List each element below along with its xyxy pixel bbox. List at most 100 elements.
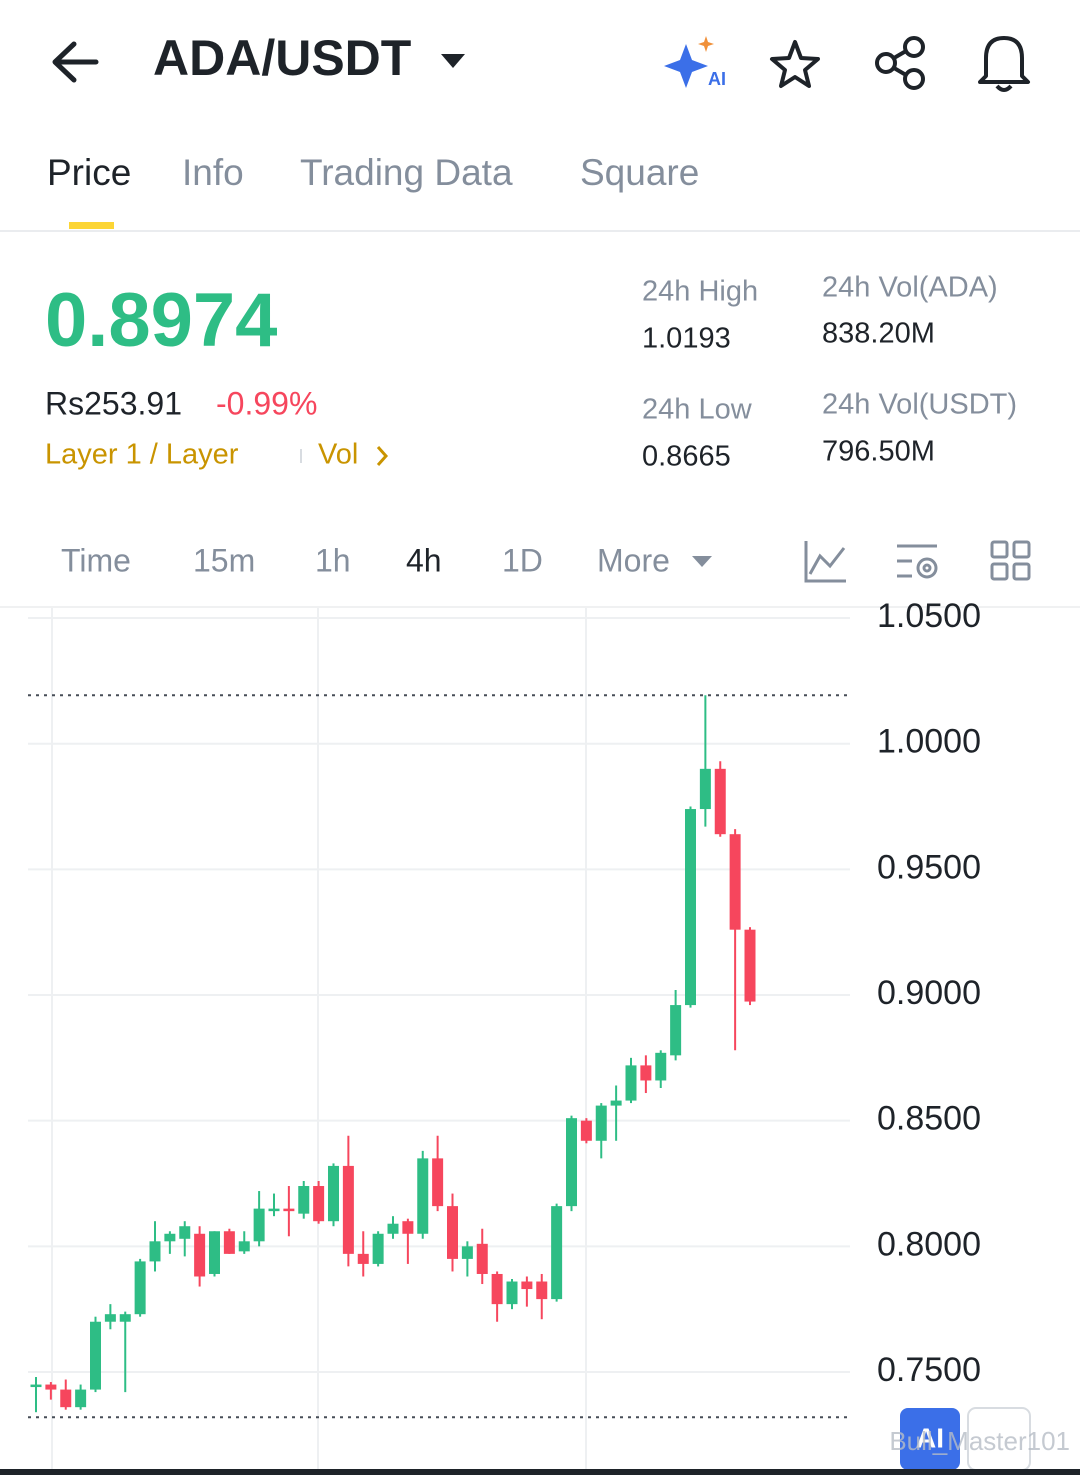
indicator-button[interactable] — [804, 541, 846, 583]
y-tick-label: 0.9000 — [877, 974, 981, 1012]
candle-body — [313, 1186, 325, 1222]
candle-body — [134, 1261, 146, 1315]
candle-body — [342, 1165, 354, 1254]
stat-value: 796.50M — [822, 436, 935, 468]
stat-label: 24h Vol(ADA) — [822, 272, 998, 304]
candle-body — [253, 1208, 265, 1242]
settings-button[interactable] — [897, 544, 938, 579]
ai-button[interactable] — [900, 1408, 960, 1470]
divider — [0, 230, 1080, 232]
interval[interactable]: 1D — [502, 542, 543, 578]
time-grid — [51, 608, 587, 1470]
tab[interactable]: Info — [182, 152, 244, 193]
stat-value: 838.20M — [822, 318, 935, 350]
interval[interactable]: Time — [61, 542, 131, 578]
candle-body — [268, 1208, 280, 1212]
tag-separator — [300, 449, 302, 463]
candle-body — [45, 1384, 57, 1390]
candle-body — [506, 1281, 518, 1305]
stat-value: 0.8665 — [642, 441, 731, 473]
pair-title[interactable]: ADA/USDT — [153, 30, 411, 86]
tab[interactable]: Trading Data — [300, 152, 513, 193]
candle-body — [521, 1281, 533, 1290]
candle-body — [566, 1118, 577, 1207]
more-dropdown[interactable] — [692, 556, 712, 567]
candle-body — [640, 1065, 652, 1081]
candle-body — [714, 768, 726, 835]
candle-body — [283, 1208, 295, 1212]
candle-body — [610, 1100, 622, 1106]
back-button[interactable] — [52, 41, 99, 83]
candle-body — [744, 929, 756, 1002]
candle-body — [179, 1226, 191, 1239]
y-tick-label: 0.8500 — [877, 1100, 981, 1138]
bottom-bar — [0, 1469, 1080, 1475]
candle-body — [387, 1223, 399, 1234]
candle-body — [447, 1206, 458, 1259]
svg-text:AI: AI — [708, 69, 726, 89]
candle-body — [194, 1233, 206, 1277]
interval[interactable]: 1h — [315, 542, 351, 578]
fiat-price: Rs253.91 — [45, 385, 182, 421]
candle-body — [417, 1158, 429, 1234]
candle-body — [625, 1065, 637, 1101]
tab[interactable]: Square — [580, 152, 699, 193]
candle-body — [551, 1206, 563, 1300]
interval[interactable]: 15m — [193, 542, 255, 578]
candle-body — [90, 1321, 101, 1390]
plot: 1.0500 1.0000 0.9500 0.9000 0.8500 0.8000 0.75… — [28, 597, 981, 1419]
candle-body — [149, 1241, 161, 1262]
candle-body — [30, 1384, 42, 1388]
divider — [0, 606, 1080, 608]
stat-label: 24h High — [642, 276, 758, 308]
candle-body — [119, 1314, 131, 1322]
tab[interactable]: Price — [47, 152, 131, 193]
candle-body — [104, 1314, 116, 1322]
pair-dropdown[interactable] — [441, 54, 465, 68]
interval[interactable]: More — [597, 542, 670, 578]
stat-label: 24h Low — [642, 394, 753, 426]
candle-body — [238, 1241, 250, 1252]
candle-body — [432, 1158, 444, 1207]
stat-value: 1.0193 — [642, 323, 731, 355]
candle-body — [595, 1105, 607, 1141]
y-tick-label: 1.0000 — [877, 723, 981, 761]
candle-body — [328, 1165, 339, 1222]
share-button[interactable] — [875, 36, 925, 90]
candle-body — [209, 1231, 220, 1274]
y-tick-label: 0.7500 — [877, 1351, 981, 1389]
candle-body — [223, 1231, 235, 1254]
ai-icon[interactable]: AI — [664, 36, 726, 89]
candle-body — [402, 1221, 414, 1234]
candle-body — [461, 1246, 473, 1259]
y-tick-label: 0.8000 — [877, 1225, 981, 1263]
y-tick-label: 0.9500 — [877, 848, 981, 886]
price-change: -0.99% — [216, 385, 317, 421]
candle-body — [476, 1243, 488, 1274]
watermark: Bull_Master101 — [889, 1426, 1070, 1456]
last-price: 0.8974 — [45, 278, 277, 363]
interval[interactable]: 4h — [406, 542, 442, 578]
candle-body — [164, 1233, 176, 1242]
candle-body — [75, 1389, 87, 1408]
candle-body — [60, 1389, 72, 1408]
favorite-button[interactable] — [770, 40, 820, 88]
ai-button-label[interactable]: AI — [916, 1422, 944, 1453]
candle-body — [685, 809, 696, 1006]
category-tag[interactable]: Layer 1 / Layer — [45, 439, 239, 471]
candle-body — [536, 1281, 548, 1300]
candle-body — [357, 1253, 369, 1264]
candle-body — [670, 1005, 682, 1056]
y-tick-label: 1.0500 — [877, 597, 981, 635]
vol-chevron[interactable] — [376, 446, 389, 466]
layout-button[interactable] — [990, 540, 1031, 581]
candle-body — [298, 1186, 310, 1214]
candle-body — [491, 1273, 503, 1305]
candle-body — [699, 768, 711, 810]
alert-button[interactable] — [978, 36, 1030, 92]
stat-label: 24h Vol(USDT) — [822, 389, 1017, 421]
vol-tag[interactable]: Vol — [318, 439, 358, 471]
candle-body — [729, 834, 741, 930]
